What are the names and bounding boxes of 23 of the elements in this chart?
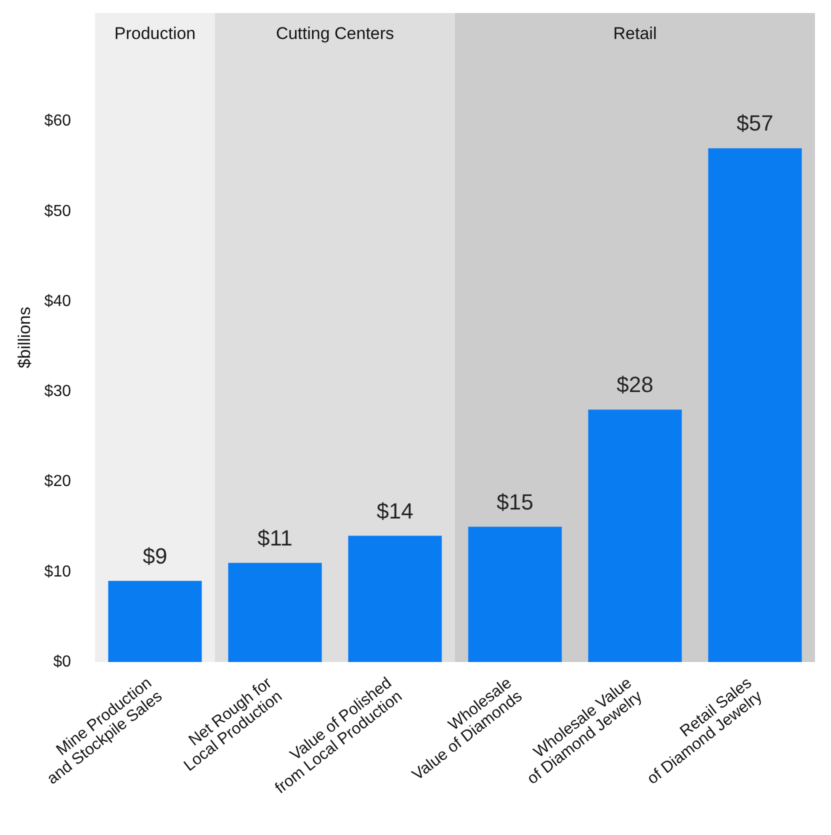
y-tick-label: $20 xyxy=(44,473,72,490)
band-label: Cutting Centers xyxy=(276,24,394,43)
band-label: Retail xyxy=(613,24,657,43)
y-tick-label: $0 xyxy=(53,654,72,670)
y-tick-label: $40 xyxy=(44,292,72,310)
data-label: $14 xyxy=(376,498,414,524)
bar xyxy=(108,580,202,662)
data-label: $11 xyxy=(257,525,293,550)
bar xyxy=(588,410,682,662)
y-tick-label: $30 xyxy=(44,383,72,400)
data-label: $15 xyxy=(496,489,534,514)
y-tick-label: $50 xyxy=(44,202,72,220)
y-tick-label: $60 xyxy=(44,112,72,130)
data-label: $28 xyxy=(616,372,654,398)
data-label: $9 xyxy=(142,543,168,568)
data-label: $57 xyxy=(736,110,774,136)
y-axis-title: $billions xyxy=(15,306,34,368)
y-tick-label: $10 xyxy=(44,563,72,580)
bar xyxy=(708,148,802,662)
band-label: Production xyxy=(114,24,196,43)
bar xyxy=(348,536,442,662)
bar xyxy=(468,526,562,662)
bar xyxy=(228,562,322,662)
